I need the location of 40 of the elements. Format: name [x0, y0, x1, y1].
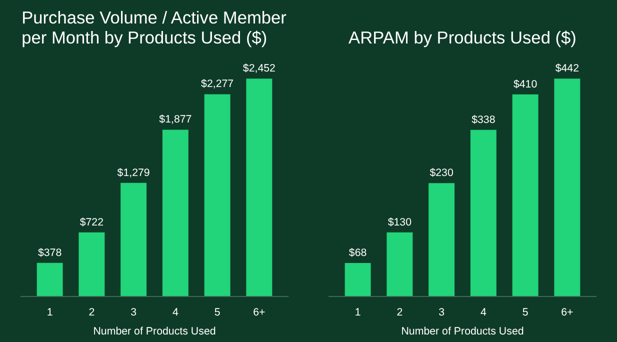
bar	[78, 232, 105, 296]
x-tick-label: 4	[172, 306, 178, 318]
x-tick-label: 3	[130, 306, 137, 318]
chart-title: Purchase Volume / Active Member per Month by Products Used ($)	[22, 8, 287, 48]
bar	[386, 232, 413, 296]
bar	[512, 94, 538, 296]
x-tick-label: 1	[46, 306, 53, 318]
data-label: $442	[555, 62, 580, 75]
bar	[344, 262, 371, 296]
bar	[120, 182, 147, 296]
data-label: $338	[472, 114, 496, 126]
data-label: $68	[348, 246, 367, 259]
bar	[162, 130, 188, 296]
data-label: $130	[388, 216, 412, 228]
data-label: $2,277	[201, 78, 234, 90]
bar	[554, 78, 580, 296]
data-label: $410	[513, 78, 538, 90]
x-tick-label: 2	[88, 306, 95, 318]
chart-title: ARPAM by Products Used ($)	[348, 28, 576, 48]
x-tick-label: 5	[522, 306, 528, 318]
bar	[428, 183, 455, 296]
data-label: $722	[80, 216, 104, 228]
bar	[470, 130, 496, 296]
x-tick-label: 4	[480, 306, 486, 318]
data-label: $1,279	[117, 166, 150, 179]
bar	[246, 78, 272, 296]
x-tick-label: 6+	[253, 306, 266, 318]
bar	[204, 94, 230, 296]
bar	[36, 262, 63, 296]
x-tick-label: 3	[438, 306, 445, 318]
data-label: $2,452	[242, 62, 276, 75]
x-axis-title: Number of Products Used	[401, 326, 524, 338]
x-tick-label: 1	[354, 306, 361, 318]
x-tick-label: 5	[214, 306, 220, 318]
data-label: $230	[430, 167, 454, 180]
data-label: $1,877	[159, 114, 192, 126]
x-tick-label: 2	[396, 306, 403, 318]
x-tick-label: 6+	[561, 306, 574, 318]
data-label: $378	[38, 246, 62, 259]
x-axis-title: Number of Products Used	[93, 326, 216, 338]
